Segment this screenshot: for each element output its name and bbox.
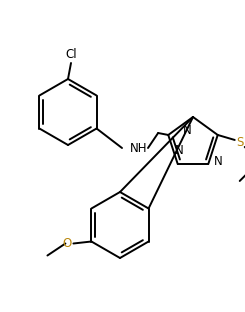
Text: N: N bbox=[175, 144, 184, 157]
Text: NH: NH bbox=[130, 142, 147, 154]
Text: Cl: Cl bbox=[65, 48, 77, 61]
Text: N: N bbox=[183, 124, 191, 137]
Text: N: N bbox=[214, 154, 223, 168]
Text: S: S bbox=[236, 136, 244, 149]
Text: O: O bbox=[62, 237, 72, 250]
